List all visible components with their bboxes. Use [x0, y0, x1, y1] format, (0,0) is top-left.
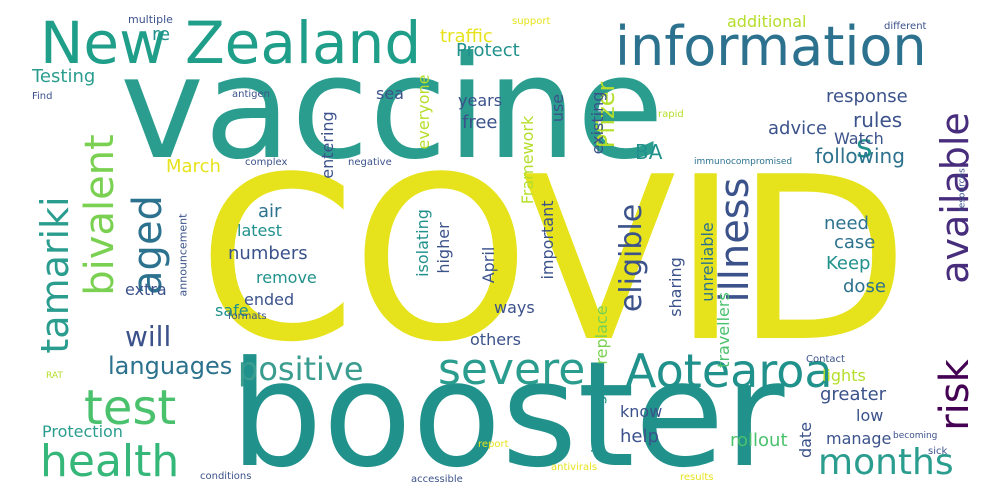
word-risk: risk [932, 359, 978, 431]
word-free: free [462, 112, 498, 133]
word-rollout: rollout [730, 430, 788, 451]
word-manage: manage [826, 429, 892, 448]
word-travellers: travellers [714, 292, 733, 368]
word-announcement: announcement [176, 213, 190, 297]
word-higher: higher [434, 222, 453, 274]
word-covid: COVID [198, 129, 909, 392]
word-know: know [620, 402, 663, 421]
word-framework: Framework [518, 115, 537, 205]
word-isolating: isolating [413, 209, 432, 277]
word-months: months [818, 442, 954, 483]
word-antigen: antigen [232, 89, 271, 100]
word-immunocompromised: immunocompromised [694, 157, 793, 167]
word-eligible: eligible [614, 203, 649, 313]
word-resources: resources [957, 168, 968, 212]
word-use: use [548, 93, 567, 123]
word-response: response [826, 86, 908, 107]
word-will: will [125, 320, 172, 353]
word-aotearoa: Aotearoa [625, 344, 833, 398]
word-low: low [856, 406, 884, 425]
word-report: report [478, 439, 509, 450]
word-tamariki: tamariki [33, 196, 77, 354]
word-available: available [933, 112, 977, 284]
word-formats: formats [228, 311, 267, 322]
word-existing: existing [588, 91, 607, 155]
word-extra: extra [125, 280, 167, 299]
word-severe: severe [438, 344, 586, 395]
word-test: test [84, 380, 177, 436]
word-support: support [512, 16, 551, 27]
word-information: information [615, 15, 927, 78]
word-ended: ended [244, 290, 295, 309]
word-booster: booster [230, 330, 785, 500]
word-antivirals: antivirals [551, 462, 598, 473]
word-march: March [166, 156, 221, 177]
word-numbers: numbers [228, 243, 308, 264]
word-protection: Protection [42, 422, 123, 441]
word-conditions: conditions [200, 471, 252, 482]
word-latest: latest [237, 221, 282, 240]
word-air: air [258, 201, 282, 222]
word-becoming: becoming [893, 431, 938, 441]
word-bivalent: bivalent [77, 134, 123, 296]
word-ba: BA [635, 140, 663, 164]
word-illness: illness [712, 177, 758, 303]
word-sick: sick [928, 446, 948, 457]
word-testing: Testing [32, 66, 96, 87]
word-negative: negative [348, 157, 392, 168]
word-rapid: rapid [658, 109, 684, 120]
word-multiple: multiple [128, 13, 173, 26]
word-unreliable: unreliable [698, 222, 717, 302]
word-rat: RAT [46, 371, 63, 381]
word-others: others [470, 330, 521, 349]
word-re: re [152, 24, 171, 45]
word-date: date [796, 421, 815, 459]
word-sea: sea [376, 84, 404, 103]
word-traffic: traffic [440, 26, 493, 47]
word-need: need [824, 213, 869, 234]
word-health: health [40, 436, 180, 487]
word-different: different [884, 21, 927, 32]
word-find: Find [32, 91, 53, 102]
word-sharing: sharing [666, 257, 685, 317]
word-remove: remove [256, 268, 317, 287]
word-safe: safe [215, 301, 249, 320]
word-keep: Keep [826, 253, 871, 274]
word-additional: additional [727, 12, 807, 31]
word-lights: lights [822, 366, 866, 385]
word-rules: rules [853, 108, 903, 132]
word-help: help [620, 426, 659, 447]
word-years: years [458, 91, 503, 110]
word-results: results [680, 472, 714, 483]
word-ways: ways [494, 298, 535, 317]
word-case: case [834, 232, 876, 253]
word-dose: dose [843, 276, 886, 297]
word-watch: Watch [834, 129, 884, 148]
word-leaving: leaving [588, 394, 607, 454]
word-complex: complex [245, 157, 288, 168]
word-entering: entering [318, 111, 337, 179]
word-accessible: accessible [411, 474, 463, 485]
word-new-zealand: New Zealand [40, 9, 422, 77]
word-following: following [815, 144, 905, 168]
word-replace: replace [592, 305, 611, 365]
word-april: April [479, 246, 498, 284]
word-languages: languages [108, 352, 233, 380]
word-everyone: everyone [414, 74, 433, 150]
word-protect: Protect [456, 40, 520, 61]
word-advice: advice [768, 118, 828, 139]
word-contact: Contact [806, 354, 845, 365]
word-important: important [538, 200, 557, 280]
word-vaccine: vaccine [120, 26, 665, 191]
word-s: s [856, 127, 873, 165]
word-greater: greater [820, 384, 887, 405]
word-positive: positive [238, 350, 364, 388]
